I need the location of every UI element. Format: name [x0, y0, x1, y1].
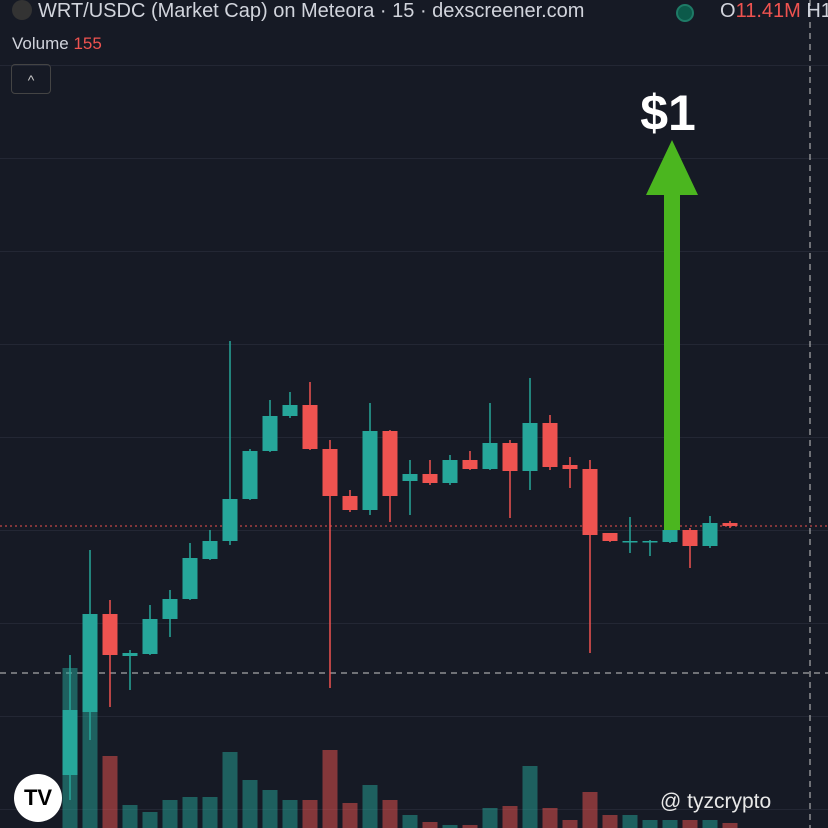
volume-bar [382, 800, 398, 828]
volume-bar [642, 820, 658, 828]
volume-bar [322, 750, 338, 828]
high-key: H1. [806, 0, 828, 22]
volume-bar [682, 820, 698, 828]
tv-logo[interactable]: TV [14, 774, 62, 822]
volume-bar [562, 820, 578, 828]
candle-body [122, 653, 138, 656]
candle-body [182, 558, 198, 599]
candle-body [62, 710, 78, 775]
volume-bar [442, 825, 458, 828]
volume-bar [82, 710, 98, 828]
candle-body [562, 465, 578, 469]
open-value: 11.41M [735, 0, 801, 22]
candle-body [482, 443, 498, 469]
volume-bar [402, 815, 418, 828]
volume-legend: Volume 155 [12, 34, 102, 54]
candle-body [322, 449, 338, 496]
volume-bar [142, 812, 158, 828]
volume-bar [582, 792, 598, 828]
candle-body [622, 541, 638, 543]
candle-body [522, 423, 538, 471]
open-key: O [720, 0, 736, 22]
candle-body [162, 599, 178, 619]
annotation: $1 [640, 85, 696, 141]
volume-bar [102, 756, 118, 828]
volume-bar [162, 800, 178, 828]
candle-body [462, 460, 478, 469]
volume-bar [282, 800, 298, 828]
volume-bar [362, 785, 378, 828]
candle-body [382, 431, 398, 496]
volume-bar [182, 797, 198, 828]
candle-body [242, 451, 258, 499]
volume-bar [302, 800, 318, 828]
volume-bar [202, 797, 218, 828]
volume-bar [222, 752, 238, 828]
candle-body [362, 431, 378, 510]
candle-body [262, 416, 278, 451]
candle-body [202, 541, 218, 559]
candle-body [342, 496, 358, 510]
logo [12, 0, 32, 20]
volume-label: Volume [12, 34, 69, 53]
candle-body [302, 405, 318, 449]
volume-bar [522, 766, 538, 828]
volume-value: 155 [73, 34, 102, 53]
annotation-arrow [646, 140, 698, 530]
collapse-button[interactable]: ^ [11, 64, 51, 94]
volume-bar [722, 823, 738, 828]
status-dot [676, 4, 694, 22]
candle-body [702, 523, 718, 546]
candle-body [222, 499, 238, 541]
volume-bar [502, 806, 518, 828]
candle-body [82, 614, 98, 712]
volume-bar [622, 815, 638, 828]
volume-bar [342, 803, 358, 828]
volume-bar [122, 805, 138, 828]
candle-body [142, 619, 158, 654]
volume-bar [462, 825, 478, 828]
candle-body [102, 614, 118, 655]
title: WRT/USDC (Market Cap) on Meteora · 15 · … [12, 0, 584, 23]
volume-bar [242, 780, 258, 828]
candle-body [582, 469, 598, 535]
watermark: @ tyzcrypto [660, 790, 772, 813]
volume-bar [602, 815, 618, 828]
candle-body [662, 530, 678, 542]
volume-bar [662, 820, 678, 828]
title-text: WRT/USDC (Market Cap) on Meteora · 15 · … [38, 0, 585, 22]
volume-bar [262, 790, 278, 828]
candle-body [282, 405, 298, 416]
candle-body [442, 460, 458, 483]
ohlc: O11.41M H1. [720, 0, 828, 23]
candle-body [422, 474, 438, 483]
volume-bar [702, 820, 718, 828]
candle-body [602, 533, 618, 541]
candle-body [642, 541, 658, 543]
candle-body [402, 474, 418, 481]
candle-body [502, 443, 518, 471]
volume-bar [422, 822, 438, 828]
candle-body [722, 523, 738, 526]
volume-bar [542, 808, 558, 828]
candle-body [682, 530, 698, 546]
volume-bar [482, 808, 498, 828]
candle-body [542, 423, 558, 467]
